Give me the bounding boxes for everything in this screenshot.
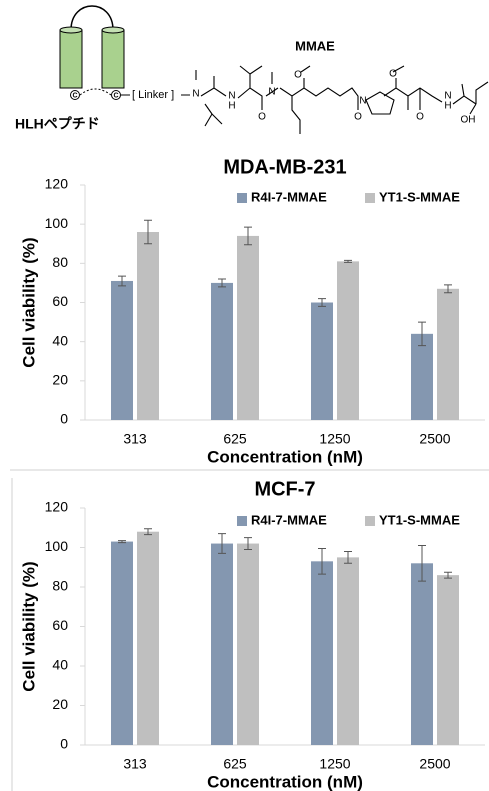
drug-label: MMAE — [295, 38, 335, 53]
x-tick-label: 313 — [123, 756, 147, 772]
bar — [437, 288, 459, 420]
bar — [411, 333, 433, 420]
error-bar — [244, 537, 252, 550]
y-tick-label: 100 — [45, 538, 69, 554]
chart-title: MDA-MB-231 — [223, 156, 346, 178]
x-axis-title: Concentration (nM) — [207, 772, 363, 791]
peptide-label: HLHペプチド — [15, 116, 100, 132]
atom-label: O — [354, 112, 362, 123]
linker-label: [ Linker ] — [132, 89, 174, 101]
error-bar — [144, 528, 152, 536]
mmae-structure — [195, 65, 489, 134]
chart-title: MCF-7 — [254, 478, 315, 500]
y-tick-label: 120 — [45, 499, 69, 515]
y-tick-label: 40 — [52, 657, 68, 673]
peptide-diagram: C C HLHペプチド [ Linker ] — [15, 5, 190, 132]
y-tick-label: 20 — [52, 372, 68, 388]
atom-label: N — [444, 91, 451, 102]
x-tick-label: 1250 — [319, 756, 350, 772]
atom-label: OH — [461, 115, 476, 126]
y-tick-label: 100 — [45, 215, 69, 231]
legend-swatch — [237, 193, 247, 203]
legend-swatch — [365, 193, 375, 203]
y-axis-title: Cell viability (%) — [19, 237, 38, 367]
bar — [311, 302, 333, 420]
error-bar — [144, 219, 152, 245]
y-tick-label: 80 — [52, 578, 68, 594]
error-bar — [318, 298, 326, 307]
y-tick-label: 0 — [60, 736, 68, 752]
bar — [237, 235, 259, 420]
legend-swatch — [237, 516, 247, 526]
atom-label: H — [228, 101, 235, 112]
legend-label: YT1-S-MMAE — [379, 512, 460, 527]
atom-label: N — [268, 87, 275, 98]
error-bar — [244, 226, 252, 246]
legend-label: R4I-7-MMAE — [251, 512, 327, 527]
error-bar — [218, 278, 226, 288]
error-bar — [118, 275, 126, 287]
atom-label: O — [294, 70, 302, 81]
bar — [211, 543, 233, 745]
bar — [111, 280, 133, 420]
error-bar — [444, 284, 452, 294]
x-tick-label: 2500 — [419, 431, 450, 447]
x-tick-label: 625 — [223, 431, 247, 447]
y-tick-label: 60 — [52, 293, 68, 309]
y-tick-label: 20 — [52, 696, 68, 712]
legend-swatch — [365, 516, 375, 526]
atom-label: O — [389, 69, 397, 80]
bar — [311, 561, 333, 745]
atom-label: N — [192, 89, 199, 100]
bar — [437, 575, 459, 745]
atom-label: N — [359, 96, 366, 107]
bar — [337, 557, 359, 745]
error-bar — [344, 259, 352, 263]
bar — [137, 531, 159, 745]
error-bar — [418, 321, 426, 347]
error-bar — [218, 533, 226, 554]
cys-label: C — [72, 92, 77, 99]
y-tick-label: 120 — [45, 176, 69, 192]
legend-label: YT1-S-MMAE — [379, 189, 460, 204]
x-tick-label: 313 — [123, 431, 147, 447]
error-bar — [318, 547, 326, 575]
atom-label: H — [444, 101, 451, 112]
y-tick-label: 60 — [52, 617, 68, 633]
bar — [411, 563, 433, 745]
bar — [137, 232, 159, 420]
atom-label: O — [416, 112, 424, 123]
y-tick-label: 40 — [52, 332, 68, 348]
x-axis-title: Concentration (nM) — [207, 447, 363, 466]
bar — [337, 261, 359, 420]
error-bar — [444, 571, 452, 579]
x-tick-label: 625 — [223, 756, 247, 772]
bar — [111, 541, 133, 745]
atom-label: N — [228, 91, 235, 102]
y-tick-label: 0 — [60, 411, 68, 427]
x-tick-label: 1250 — [319, 431, 350, 447]
legend-label: R4I-7-MMAE — [251, 189, 327, 204]
y-tick-label: 80 — [52, 254, 68, 270]
y-axis-title: Cell viability (%) — [19, 561, 38, 691]
bar — [211, 282, 233, 420]
error-bar — [418, 545, 426, 582]
atom-label: O — [258, 112, 266, 123]
cys-label: C — [113, 92, 118, 99]
error-bar — [118, 540, 126, 544]
bar — [237, 543, 259, 745]
error-bar — [344, 550, 352, 564]
x-tick-label: 2500 — [419, 756, 450, 772]
